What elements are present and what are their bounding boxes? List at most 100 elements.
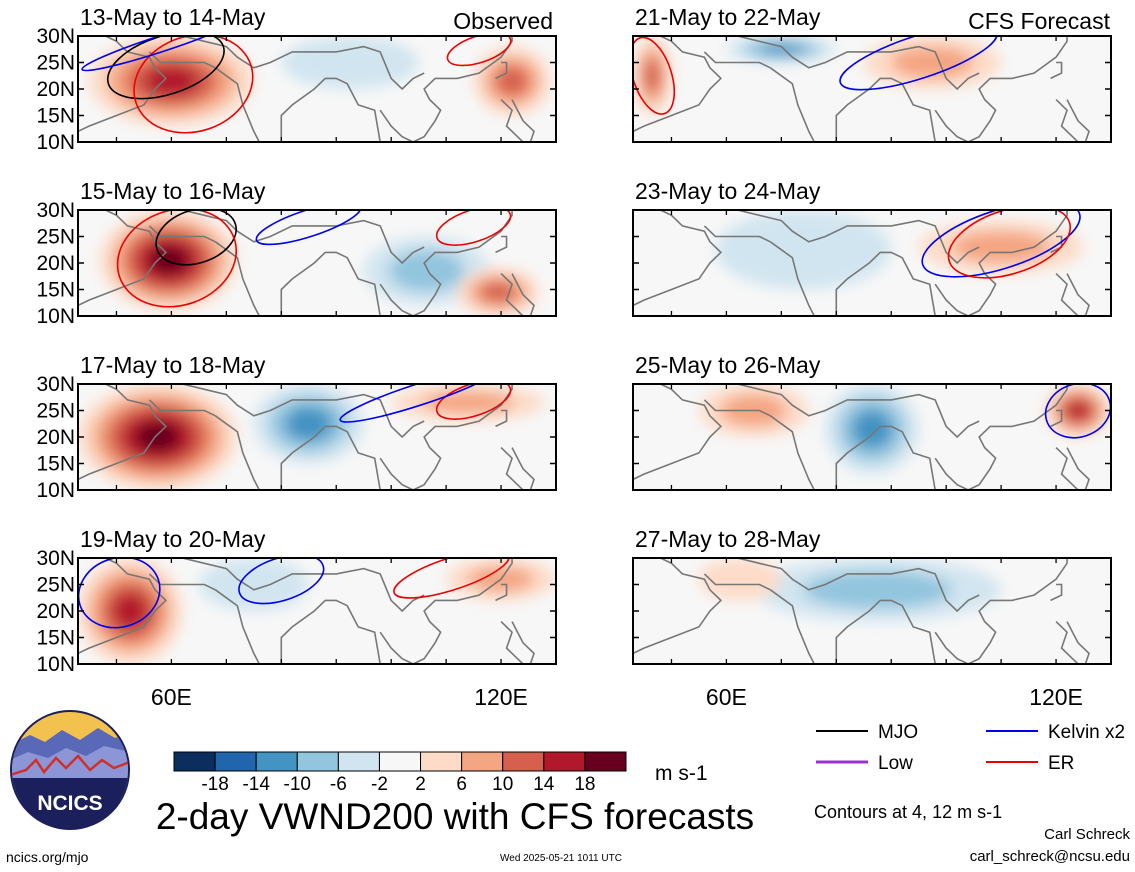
latitude-tick-label: 15N	[36, 105, 75, 128]
colorbar-swatch	[378, 751, 422, 772]
colorbar-tick-label: 10	[492, 774, 513, 795]
contour-legend: MJO Kelvin x2 Low ER	[816, 722, 1125, 774]
colorbar-swatch	[173, 751, 216, 772]
longitude-tick-label: 60E	[706, 684, 747, 710]
coastlines	[78, 210, 535, 316]
latitude-tick-label: 15N	[36, 279, 75, 302]
latitude-tick-label: 20N	[36, 600, 75, 623]
map-panel: 30N 25N 20N 15N 10N 13-May to 14-May	[36, 4, 557, 154]
generation-timestamp: Wed 2025-05-21 1011 UTC	[500, 853, 622, 864]
panel-date-title: 27-May to 28-May	[635, 526, 821, 552]
latitude-tick-label: 20N	[36, 78, 75, 101]
latitude-tick-label: 10N	[36, 653, 75, 676]
figure-title: 2-day VWND200 with CFS forecasts	[155, 796, 755, 837]
positive-anomaly-area	[135, 422, 180, 452]
longitude-tick-label: 120E	[1029, 684, 1083, 710]
ncics-logo: NCICS	[10, 710, 130, 830]
map-panel: 30N25N20N15N10N27-May to 28-May	[632, 526, 1112, 665]
panel-date-title: 19-May to 20-May	[80, 526, 266, 552]
cfs-forecast-label: CFS Forecast	[968, 8, 1110, 34]
coastlines	[633, 558, 1090, 664]
panel-date-title: 21-May to 22-May	[635, 4, 821, 30]
colorbar-tick-label: 2	[415, 774, 426, 795]
colorbar-swatch	[584, 751, 627, 772]
positive-anomaly-area	[698, 558, 782, 601]
colorbar-tick-label: -14	[242, 774, 270, 795]
panel-date-title: 25-May to 26-May	[635, 352, 821, 378]
logo-text: NCICS	[37, 792, 102, 815]
coastlines	[633, 384, 1090, 490]
colorbar-tick-label: -6	[330, 774, 347, 795]
longitude-tick-label: 120E	[474, 684, 528, 710]
contour-note: Contours at 4, 12 m s-1	[814, 802, 1003, 822]
positive-anomaly-area	[951, 231, 1051, 263]
contour-line	[238, 558, 325, 605]
legend-label: Low	[878, 753, 913, 774]
map-panel: 30N25N20N15N10N21-May to 22-May	[632, 4, 1112, 143]
site-url[interactable]: ncics.org/mjo	[6, 849, 89, 865]
latitude-tick-label: 30N	[36, 373, 75, 396]
colorbar: -18 -14 -10 -6 -2 2 6 10 14 18	[173, 751, 627, 795]
colorbar-swatch	[214, 751, 257, 772]
coastlines	[633, 36, 1090, 142]
positive-anomaly-area	[112, 593, 148, 629]
legend-label: MJO	[878, 722, 918, 743]
coastlines	[78, 36, 535, 142]
colorbar-swatch	[255, 751, 298, 772]
negative-anomaly-area	[851, 409, 893, 449]
observed-label: Observed	[453, 8, 553, 34]
panel-date-title: 15-May to 16-May	[80, 178, 266, 204]
latitude-tick-label: 25N	[36, 574, 75, 597]
map-panel: 30N25N20N15N10N23-May to 24-May	[632, 178, 1112, 317]
map-panel: 30N25N20N15N10N25-May to 26-May	[632, 352, 1112, 491]
colorbar-units: m s-1	[655, 762, 708, 785]
coastlines	[78, 384, 535, 490]
contour-line	[78, 558, 161, 629]
latitude-tick-label: 25N	[36, 52, 75, 75]
colorbar-tick-label: 6	[456, 774, 467, 795]
author-name: Carl Schreck	[1044, 826, 1130, 843]
legend-label: Kelvin x2	[1048, 722, 1125, 743]
latitude-tick-label: 15N	[36, 453, 75, 476]
colorbar-tick-label: -10	[284, 774, 311, 795]
latitude-tick-label: 25N	[36, 226, 75, 249]
latitude-tick-label: 10N	[36, 131, 75, 154]
panel-date-title: 17-May to 18-May	[80, 352, 266, 378]
map-panel: 30N 25N 20N 15N 10N 15-May to 16-May	[36, 178, 557, 328]
panel-date-title: 23-May to 24-May	[635, 178, 821, 204]
map-panel: 30N 25N 20N 15N 10N 19-May to 20-May	[36, 526, 557, 676]
legend-label: ER	[1048, 753, 1074, 774]
colorbar-swatch	[296, 751, 339, 772]
positive-anomaly-area	[421, 391, 515, 414]
colorbar-swatch	[461, 751, 504, 772]
colorbar-swatch	[420, 751, 463, 772]
colorbar-tick-label: -2	[371, 774, 388, 795]
contour-line	[133, 36, 254, 134]
longitude-axes: 60E 120E 60E 120E	[151, 684, 1083, 710]
colorbar-swatch	[502, 751, 545, 772]
latitude-tick-label: 10N	[36, 479, 75, 502]
latitude-tick-label: 25N	[36, 400, 75, 423]
latitude-tick-label: 10N	[36, 305, 75, 328]
latitude-tick-label: 30N	[36, 199, 75, 222]
colorbar-swatch	[337, 751, 380, 772]
latitude-tick-label: 15N	[36, 627, 75, 650]
contour-line	[155, 210, 237, 266]
colorbar-tick-label: 18	[574, 774, 595, 795]
map-panel: 30N 25N 20N 15N 10N 17-May to 18-May	[36, 352, 557, 502]
positive-anomaly-area	[480, 281, 516, 303]
negative-anomaly-area	[803, 570, 952, 609]
positive-anomaly-area	[143, 66, 199, 97]
colorbar-swatch	[543, 751, 586, 772]
positive-anomaly-area	[495, 66, 529, 96]
latitude-tick-label: 20N	[36, 426, 75, 449]
contour-line	[1044, 384, 1111, 439]
contour-line	[839, 36, 999, 91]
latitude-tick-label: 30N	[36, 25, 75, 48]
longitude-tick-label: 60E	[151, 684, 192, 710]
colorbar-tick-label: -18	[201, 774, 228, 795]
coastlines	[633, 210, 1090, 316]
positive-anomaly-area	[149, 246, 188, 275]
